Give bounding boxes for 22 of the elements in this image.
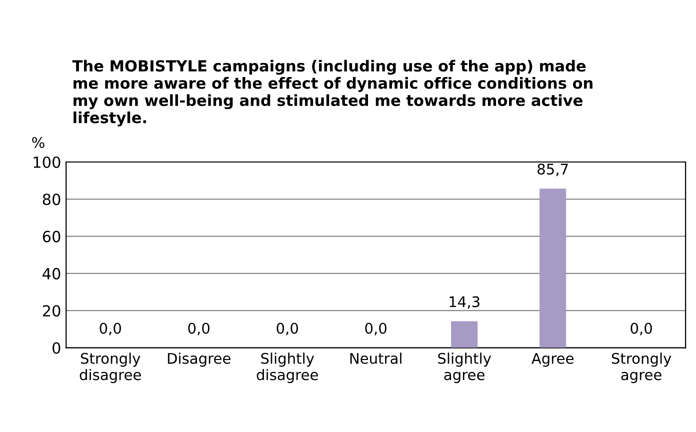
data-label: 0,0 [276, 322, 298, 336]
y-tick-label: 20 [42, 305, 60, 317]
data-label: 85,7 [538, 164, 568, 176]
y-tick-label: 60 [42, 230, 60, 242]
y-axis-title: % [32, 137, 44, 148]
x-tick-label: Disagree [168, 352, 230, 367]
y-tick-label: 0 [52, 342, 60, 354]
data-label: 0,0 [100, 322, 121, 336]
chart-title: The MOBISTYLE campaigns (including use of the app) made me more aware of the effect of dynamic office conditions on my own well-being and stimulated me towards more active lifestyle. [72, 60, 592, 126]
x-tick-label: Strongly disagree [80, 352, 141, 384]
x-tick-label: Slightly disagree [256, 352, 318, 384]
y-tick-label: 100 [34, 156, 60, 168]
x-tick-label: Slightly agree [438, 352, 492, 384]
x-tick-label: Agree [532, 353, 574, 367]
y-tick-label: 40 [42, 268, 60, 280]
y-tick-label: 80 [42, 194, 60, 206]
x-tick-label: Strongly agree [612, 352, 672, 384]
data-label: 0,0 [630, 322, 652, 336]
x-tick-label: Neutral [350, 352, 402, 364]
data-label: 14,3 [450, 296, 480, 309]
data-label: 0,0 [188, 322, 210, 336]
data-label: 0,0 [365, 322, 386, 336]
